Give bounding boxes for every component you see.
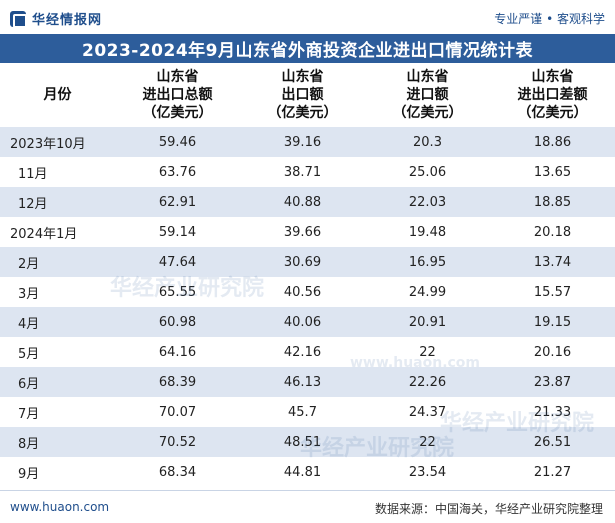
brand: 华经情报网	[10, 9, 102, 28]
cell-import: 22	[419, 434, 436, 450]
cell-balance: 15.57	[533, 284, 572, 300]
cell-import: 16.95	[408, 254, 447, 270]
cell-import: 19.48	[408, 224, 447, 240]
cell-total: 70.07	[158, 404, 197, 420]
cell-month: 6月	[18, 376, 40, 392]
cell-total: 63.76	[158, 164, 197, 180]
cell-export: 40.88	[283, 194, 322, 210]
cell-export: 39.16	[283, 134, 322, 150]
cell-import: 20.91	[408, 314, 447, 330]
table-row: 2023年10月 59.46 39.16 20.3 18.86	[0, 127, 615, 157]
cell-month: 8月	[18, 436, 40, 452]
cell-balance: 19.15	[533, 314, 572, 330]
cell-balance: 21.33	[533, 404, 572, 420]
table-row: 6月 68.39 46.13 22.26 23.87	[0, 367, 615, 397]
cell-export: 45.7	[288, 404, 317, 420]
cell-month: 2月	[18, 256, 40, 272]
cell-balance: 26.51	[533, 434, 572, 450]
table-row: 12月 62.91 40.88 22.03 18.85	[0, 187, 615, 217]
table-row: 5月 64.16 42.16 22 20.16	[0, 337, 615, 367]
cell-total: 47.64	[158, 254, 197, 270]
cell-balance: 13.74	[533, 254, 572, 270]
cell-month: 11月	[18, 166, 48, 182]
cell-total: 60.98	[158, 314, 197, 330]
cell-import: 24.37	[408, 404, 447, 420]
cell-balance: 20.18	[533, 224, 572, 240]
cell-month: 7月	[18, 406, 40, 422]
cell-month: 4月	[18, 316, 40, 332]
cell-export: 38.71	[283, 164, 322, 180]
cell-balance: 18.85	[533, 194, 572, 210]
cell-balance: 13.65	[533, 164, 572, 180]
header-month: 月份	[43, 87, 72, 103]
cell-balance: 18.86	[533, 134, 572, 150]
cell-export: 40.06	[283, 314, 322, 330]
cell-export: 30.69	[283, 254, 322, 270]
cell-export: 40.56	[283, 284, 322, 300]
cell-month: 5月	[18, 346, 40, 362]
cell-balance: 20.16	[533, 344, 572, 360]
header-total: 山东省 进出口总额 （亿美元）	[142, 69, 213, 121]
cell-total: 59.14	[158, 224, 197, 240]
brand-slogan: 专业严谨 • 客观科学	[494, 12, 605, 26]
cell-export: 39.66	[283, 224, 322, 240]
cell-import: 25.06	[408, 164, 447, 180]
stats-table: 月份 山东省 进出口总额 （亿美元） 山东省 出口额 （亿美元） 山东省 进口额 （亿美元）…	[0, 63, 615, 487]
cell-total: 62.91	[158, 194, 197, 210]
cell-import: 22.26	[408, 374, 447, 390]
cell-total: 70.52	[158, 434, 197, 450]
cell-export: 44.81	[283, 464, 322, 480]
cell-import: 23.54	[408, 464, 447, 480]
table-row: 11月 63.76 38.71 25.06 13.65	[0, 157, 615, 187]
cell-month: 3月	[18, 286, 40, 302]
table-row: 3月 65.55 40.56 24.99 15.57	[0, 277, 615, 307]
table-row: 4月 60.98 40.06 20.91 19.15	[0, 307, 615, 337]
brand-logo-icon	[10, 10, 27, 28]
table-row: 2024年1月 59.14 39.66 19.48 20.18	[0, 217, 615, 247]
footer: www.huaon.com 数据来源：中国海关，华经产业研究院整理	[0, 490, 615, 523]
cell-export: 48.51	[283, 434, 322, 450]
cell-month: 2023年10月	[10, 136, 86, 152]
cell-total: 64.16	[158, 344, 197, 360]
table-row: 2月 47.64 30.69 16.95 13.74	[0, 247, 615, 277]
cell-balance: 21.27	[533, 464, 572, 480]
cell-import: 22.03	[408, 194, 447, 210]
cell-export: 42.16	[283, 344, 322, 360]
cell-total: 68.34	[158, 464, 197, 480]
table-row: 9月 68.34 44.81 23.54 21.27	[0, 457, 615, 487]
cell-month: 2024年1月	[10, 226, 78, 242]
cell-balance: 23.87	[533, 374, 572, 390]
table-body: 2023年10月 59.46 39.16 20.3 18.86 11月 63.76 38.71…	[0, 127, 615, 487]
cell-month: 12月	[18, 196, 48, 212]
cell-export: 46.13	[283, 374, 322, 390]
header-balance: 山东省 进出口差额 （亿美元）	[517, 69, 588, 121]
table-title: 2023-2024年9月山东省外商投资企业进出口情况统计表	[81, 41, 533, 61]
header-export: 山东省 出口额 （亿美元）	[267, 69, 338, 121]
footer-source: 数据来源：中国海关，华经产业研究院整理	[374, 502, 603, 516]
table-row: 7月 70.07 45.7 24.37 21.33	[0, 397, 615, 427]
cell-total: 65.55	[158, 284, 197, 300]
brand-name: 华经情报网	[32, 13, 103, 28]
footer-site-link[interactable]: www.huaon.com	[10, 500, 110, 514]
cell-total: 68.39	[158, 374, 197, 390]
header-import: 山东省 进口额 （亿美元）	[392, 69, 463, 121]
cell-import: 22	[419, 344, 436, 360]
table-row: 8月 70.52 48.51 22 26.51	[0, 427, 615, 457]
cell-import: 20.3	[413, 134, 442, 150]
cell-import: 24.99	[408, 284, 447, 300]
title-band: 2023-2024年9月山东省外商投资企业进出口情况统计表	[0, 34, 615, 63]
table-header-row: 月份 山东省 进出口总额 （亿美元） 山东省 出口额 （亿美元） 山东省 进口额 （亿美元）…	[0, 63, 615, 127]
cell-total: 59.46	[158, 134, 197, 150]
top-bar: 华经情报网 专业严谨 • 客观科学	[0, 0, 615, 34]
cell-month: 9月	[18, 466, 40, 482]
